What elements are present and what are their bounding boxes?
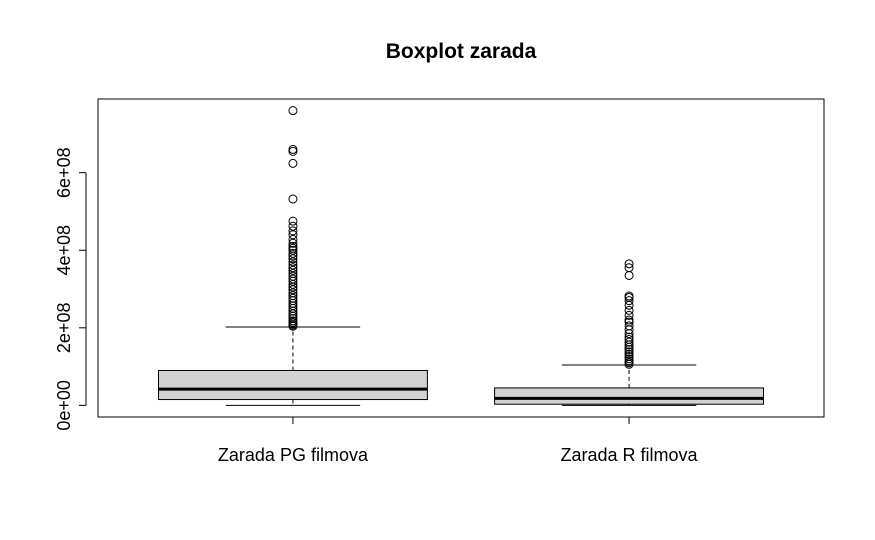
- outlier-point: [288, 216, 298, 226]
- plot-frame: [97, 98, 825, 418]
- outlier-point: [288, 194, 298, 204]
- outlier-point: [624, 359, 634, 369]
- outlier-point: [624, 300, 634, 310]
- outlier-point: [288, 158, 298, 168]
- y-tick-label: 0e+00: [54, 380, 74, 431]
- outlier-point: [624, 349, 634, 359]
- x-tick-label: Zarada R filmova: [561, 445, 699, 465]
- chart-title: Boxplot zarada: [386, 40, 537, 63]
- outlier-point: [288, 309, 298, 319]
- y-tick-label: 4e+08: [54, 225, 74, 276]
- outlier-point: [624, 340, 634, 350]
- outlier-point: [624, 270, 634, 280]
- box-group: [158, 106, 428, 406]
- outlier-point: [288, 106, 298, 116]
- x-axis: Zarada PG filmova Zarada R filmova: [218, 416, 699, 465]
- outlier-point: [288, 245, 298, 255]
- outlier-point: [624, 329, 634, 339]
- outlier-point: [624, 325, 634, 335]
- outlier-point: [624, 305, 634, 315]
- y-axis: 0e+00 2e+08 4e+08 6e+08: [54, 147, 87, 431]
- outlier-point: [624, 310, 634, 320]
- outlier-point: [288, 257, 298, 267]
- y-tick-label: 2e+08: [54, 303, 74, 354]
- outlier-point: [288, 221, 298, 231]
- outlier-point: [288, 144, 298, 154]
- outlier-point: [288, 276, 298, 286]
- x-tick-label: Zarada PG filmova: [218, 445, 369, 465]
- box-iqr: [494, 387, 764, 405]
- outlier-point: [288, 251, 298, 261]
- outlier-point: [624, 345, 634, 355]
- outlier-point: [624, 337, 634, 347]
- outlier-point: [288, 226, 298, 236]
- outlier-point: [624, 342, 634, 352]
- box-iqr: [158, 369, 428, 401]
- outlier-point: [288, 285, 298, 295]
- outlier-point: [288, 279, 298, 289]
- outlier-point: [624, 296, 634, 306]
- outlier-point: [288, 260, 298, 270]
- outlier-point: [288, 238, 298, 248]
- outlier-point: [288, 306, 298, 316]
- outlier-point: [288, 230, 298, 240]
- outlier-point: [624, 347, 634, 357]
- boxes: [158, 106, 764, 406]
- outlier-point: [288, 146, 298, 156]
- outlier-point: [288, 248, 298, 258]
- outlier-point: [288, 265, 298, 275]
- box-group: [494, 259, 764, 406]
- outlier-point: [624, 259, 634, 269]
- y-tick-label: 6e+08: [54, 147, 74, 198]
- outlier-point: [288, 254, 298, 264]
- outlier-point: [288, 282, 298, 292]
- outlier-point: [288, 234, 298, 244]
- outlier-point: [288, 263, 298, 273]
- outlier-point: [288, 321, 298, 331]
- outlier-point: [288, 293, 298, 303]
